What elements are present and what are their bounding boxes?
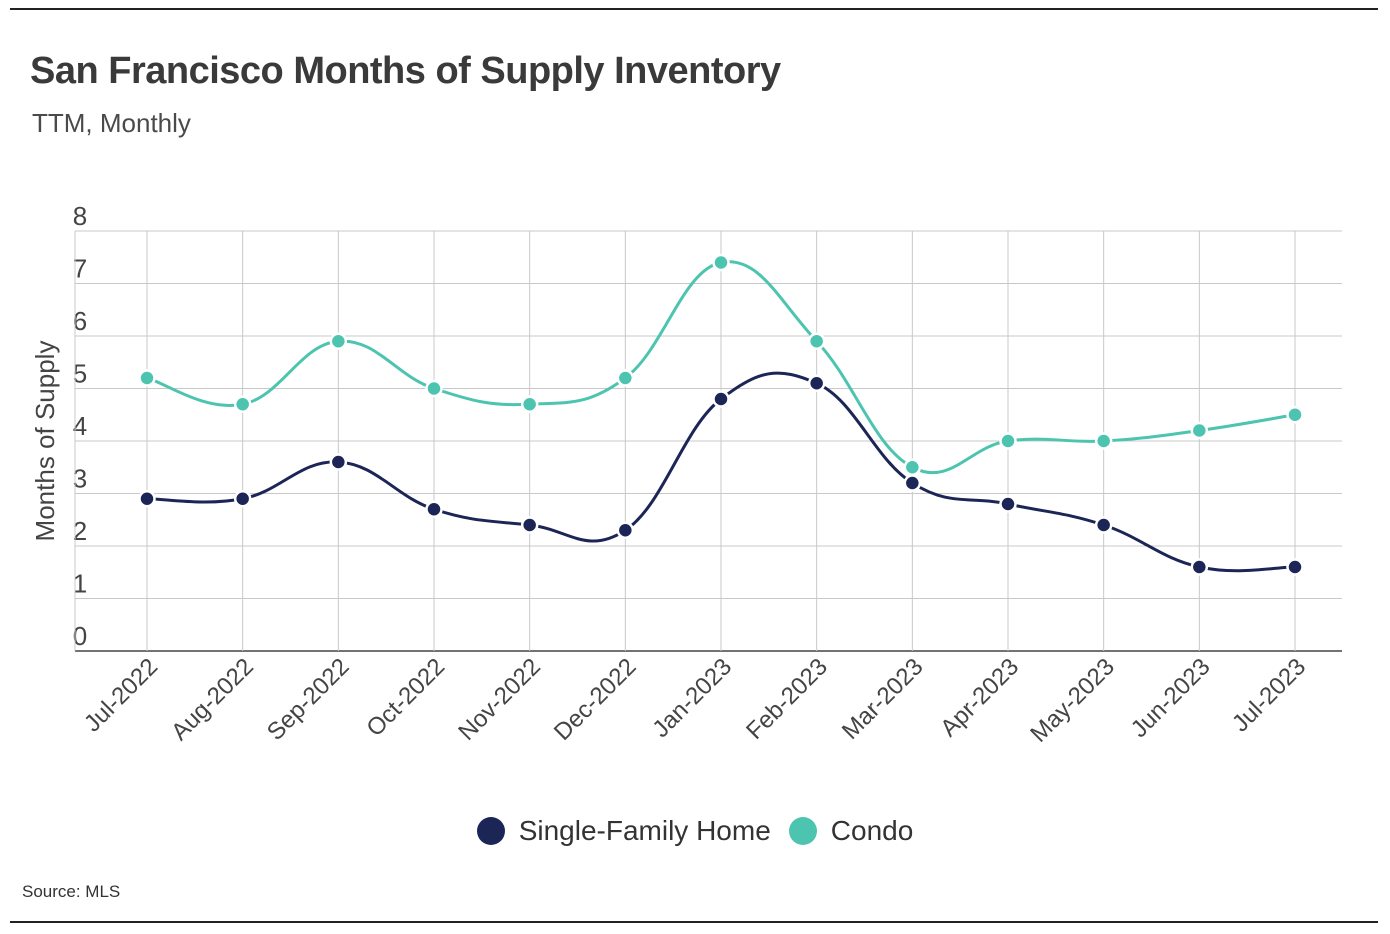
data-point-condo [1286,406,1304,424]
data-point-single-family [616,521,635,539]
data-point-single-family [425,500,443,518]
y-axis-title: Months of Supply [30,341,60,542]
data-point-single-family [520,516,539,534]
data-point-single-family [712,390,730,408]
legend-label-condo: Condo [830,815,914,846]
data-point-condo [329,332,348,350]
legend-swatch-single-family [476,817,505,845]
top-rule [10,8,1378,10]
x-tick-label: May-2023 [1025,653,1120,748]
y-tick-label: 8 [73,201,87,231]
data-point-condo [520,395,539,413]
source-note: Source: MLS [22,882,121,901]
data-point-condo [138,369,156,387]
x-tick-label: Jun-2023 [1126,653,1216,743]
x-tick-label: Feb-2023 [741,653,833,745]
x-tick-label: Dec-2022 [549,653,642,746]
data-point-condo [616,369,635,387]
legend-item-condo[interactable]: Condo [788,815,914,847]
x-tick-label: Apr-2023 [935,653,1024,742]
x-tick-label: Jan-2023 [647,653,737,743]
y-tick-label: 5 [73,359,87,389]
data-point-single-family [807,374,826,392]
x-tick-label: Sep-2022 [262,653,355,746]
data-point-condo [712,253,730,272]
data-point-condo [903,458,922,476]
x-tick-label: Aug-2022 [166,653,259,746]
data-point-single-family [999,495,1017,513]
x-tick-label: Mar-2023 [837,653,929,745]
data-point-condo [1190,421,1209,440]
legend-item-single-family[interactable]: Single-Family Home [476,815,771,847]
chart-subtitle: TTM, Monthly [32,108,191,138]
y-tick-label: 4 [73,411,87,441]
data-point-single-family [1286,558,1304,576]
data-point-single-family [1094,516,1113,534]
data-point-single-family [138,490,156,508]
y-tick-label: 2 [73,516,87,546]
data-point-condo [233,395,252,413]
y-tick-label: 3 [73,464,87,494]
data-point-single-family [329,453,348,471]
data-point-single-family [233,490,252,508]
x-tick-label: Jul-2023 [1227,653,1311,737]
bottom-rule [10,921,1378,923]
data-point-condo [999,432,1017,450]
x-tick-label: Nov-2022 [453,653,546,746]
data-point-single-family [1190,558,1209,576]
x-tick-label: Oct-2022 [361,653,450,742]
x-tick-label: Jul-2022 [79,653,163,737]
data-point-single-family [903,474,922,492]
y-tick-label: 7 [73,254,87,284]
y-tick-label: 1 [73,569,87,599]
legend-label-single-family: Single-Family Home [518,815,771,846]
data-point-condo [425,379,443,398]
chart-title: San Francisco Months of Supply Inventory [30,50,781,92]
y-tick-label: 0 [73,621,87,651]
legend-swatch-condo [788,817,817,845]
data-point-condo [807,332,826,350]
data-point-condo [1094,432,1113,450]
y-tick-label: 6 [73,306,87,336]
legend: Single-Family Home Condo [0,815,1390,847]
